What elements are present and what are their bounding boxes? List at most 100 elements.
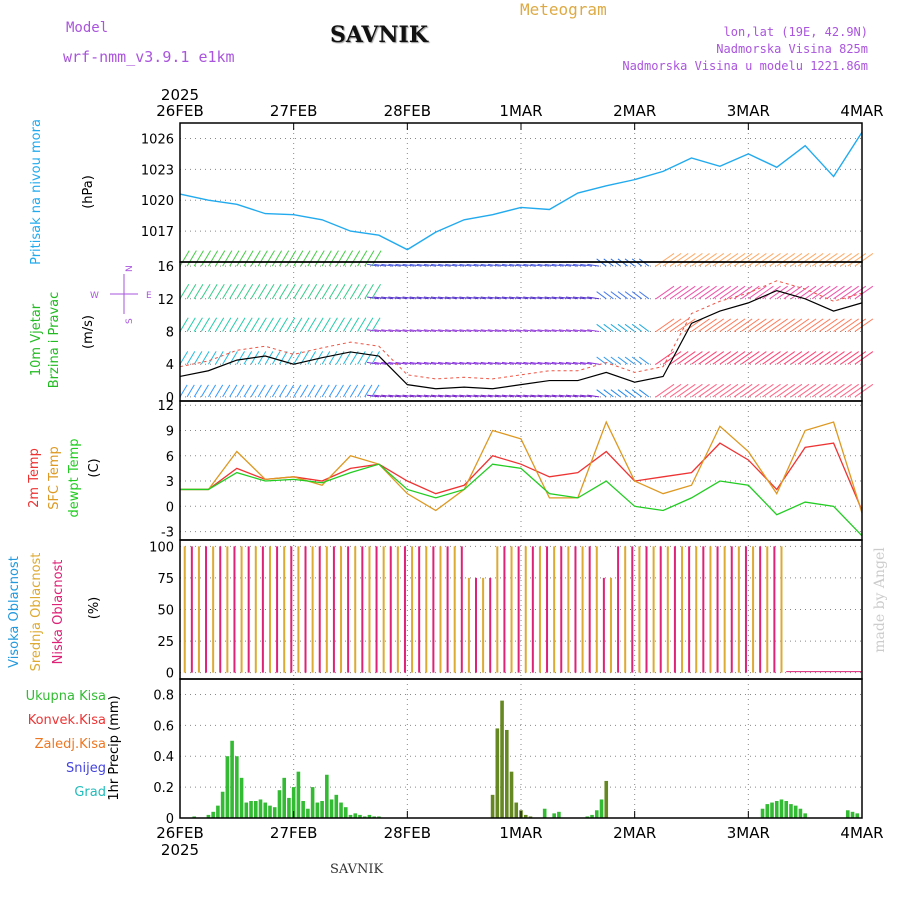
wind-arrow: [335, 283, 346, 300]
wind-arrow: [719, 253, 739, 267]
wind-arrow: [264, 384, 273, 398]
wind-arrow: [279, 384, 288, 398]
wind-arrow: [293, 384, 302, 398]
wind-arrow: [487, 329, 500, 332]
wind-arrow-field: [179, 250, 874, 398]
wind-arrow: [236, 384, 245, 398]
wind-arrow: [207, 384, 217, 398]
wind-arrow: [610, 291, 621, 300]
wind-arrow: [655, 383, 675, 398]
wind-arrow: [783, 383, 803, 398]
wind-ylabel2: Brzina i Pravac: [47, 292, 62, 389]
wind-arrow: [587, 361, 600, 365]
precip-bar: [282, 777, 286, 818]
wind-arrow: [580, 394, 593, 398]
wind-arrow: [755, 351, 774, 365]
wind-arrow: [833, 285, 852, 300]
wind-arrow: [847, 318, 867, 332]
bottom-xtick: 28FEB: [384, 824, 431, 842]
wind-arrow: [300, 283, 310, 300]
wind-arrow: [328, 384, 337, 398]
wind-arrow: [423, 329, 436, 332]
wind-arrow: [819, 351, 838, 365]
wind-arrow: [565, 263, 578, 267]
precip-bar: [552, 813, 556, 818]
wind-arrow: [321, 250, 332, 267]
wind-arrow: [402, 329, 415, 332]
wind-arrow: [719, 318, 739, 332]
wind-arrow: [409, 263, 422, 267]
top-xtick: 1MAR: [499, 102, 542, 120]
wind-arrow: [603, 356, 614, 365]
wind-arrow: [797, 285, 817, 300]
wind-arrow: [610, 389, 621, 398]
wind-arrow: [395, 361, 408, 365]
wind-arrow: [501, 296, 514, 300]
wind-arrow: [409, 296, 422, 300]
precip-bar: [604, 780, 609, 818]
precip-bar: [244, 802, 249, 818]
wind-arrow: [395, 329, 408, 332]
wind-arrow: [617, 356, 628, 365]
wind-arrow: [523, 361, 536, 365]
wind-arrow: [286, 384, 295, 398]
precip-bar: [268, 805, 272, 818]
wind-arrow: [790, 253, 810, 267]
wind-arrow: [314, 351, 324, 365]
wind-unit: (m/s): [81, 315, 96, 349]
wind-arrow: [544, 361, 557, 365]
wind-arrow: [544, 394, 557, 398]
wind-arrow: [487, 361, 500, 365]
wind-arrow: [596, 291, 607, 300]
precip-bar: [225, 756, 230, 818]
precip-bar: [206, 814, 211, 818]
pressure-ytick: 1017: [141, 225, 174, 240]
wind-arrow: [847, 383, 867, 398]
wind-arrow: [530, 296, 543, 300]
precip-bar: [325, 774, 329, 818]
wind-arrow: [243, 384, 252, 398]
wind-arrow: [342, 351, 352, 365]
precip-bar: [362, 816, 367, 818]
wind-arrow: [748, 351, 767, 365]
wind-arrow: [544, 296, 557, 300]
wind-arrow: [776, 318, 796, 332]
wind-arrow: [314, 384, 323, 398]
wind-arrow: [719, 285, 739, 300]
wind-arrow: [222, 250, 233, 267]
wind-arrow: [186, 351, 196, 365]
wind-arrow: [207, 317, 218, 332]
wind-arrow: [811, 285, 831, 300]
precip-bar: [500, 700, 504, 818]
wind-arrow: [473, 329, 486, 332]
wind-arrow: [776, 285, 796, 300]
wind-arrow: [364, 317, 374, 332]
wind-arrow: [459, 296, 472, 300]
wind-arrow: [342, 317, 353, 332]
wind-arrow: [833, 383, 852, 398]
wind-arrow: [726, 383, 746, 398]
wind-arrow: [186, 384, 195, 398]
wind-arrow: [726, 285, 746, 300]
wind-arrow: [342, 283, 353, 300]
wind-arrow: [459, 361, 472, 365]
wind-arrow: [257, 283, 268, 300]
wind-arrow: [300, 250, 311, 267]
precip-bar: [803, 813, 807, 818]
model-label: Model: [66, 20, 109, 36]
wind-arrow: [307, 317, 317, 332]
wind-arrow: [257, 317, 267, 332]
cloud-ytick: 50: [157, 604, 174, 619]
wind-arrow: [783, 253, 803, 267]
wind-arrow: [243, 250, 254, 267]
precip-ytick: 0.2: [153, 781, 174, 796]
wind-arrow: [558, 296, 571, 300]
compass-n: N: [125, 265, 135, 272]
wind-arrow: [580, 263, 593, 267]
wind-arrow: [580, 361, 593, 365]
wind-arrow: [655, 318, 675, 332]
temp-unit: (C): [87, 458, 102, 477]
wind-arrow: [769, 253, 788, 267]
station-title: SAVNIK: [330, 22, 428, 48]
wind-arrow: [797, 253, 817, 267]
